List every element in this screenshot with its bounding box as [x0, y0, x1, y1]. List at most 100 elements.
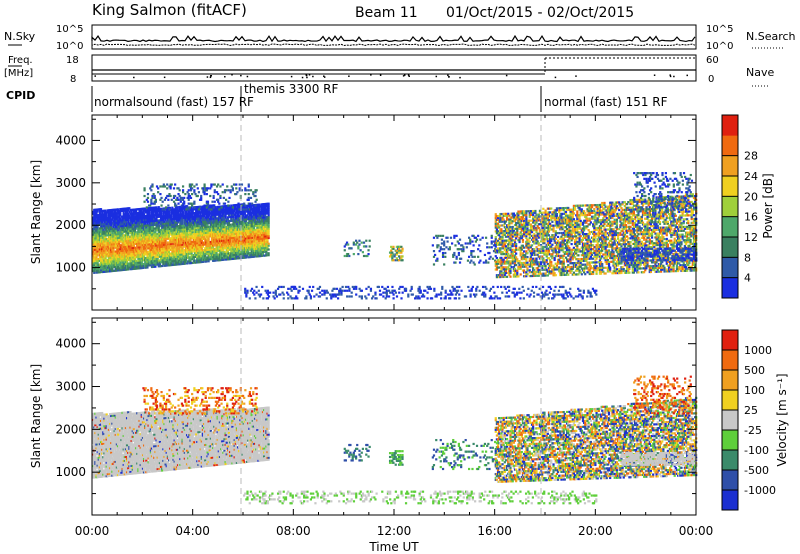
- data-cell: [138, 246, 141, 249]
- data-cell: [122, 221, 125, 224]
- data-cell: [165, 245, 168, 248]
- data-cell: [186, 206, 189, 209]
- data-cell: [114, 263, 117, 267]
- data-cell: [145, 234, 148, 237]
- data-cell: [105, 215, 108, 218]
- data-cell: [97, 236, 100, 240]
- data-cell: [130, 264, 133, 267]
- data-cell: [455, 255, 458, 258]
- data-cell: [161, 238, 164, 241]
- data-cell: [164, 256, 167, 260]
- data-cell: [494, 251, 497, 254]
- data-cell: [169, 185, 172, 188]
- data-cell: [161, 219, 164, 222]
- data-cell: [133, 261, 137, 265]
- data-cell: [152, 250, 155, 253]
- data-cell: [146, 209, 149, 212]
- data-cell: [122, 228, 125, 231]
- data-cell: [163, 255, 166, 258]
- data-cell: [144, 264, 147, 267]
- data-cell: [102, 251, 105, 254]
- data-cell: [115, 240, 118, 244]
- data-cell: [150, 254, 154, 257]
- data-cell: [93, 243, 96, 246]
- data-cell: [145, 264, 148, 267]
- data-cell: [128, 249, 131, 252]
- data-cell: [150, 222, 154, 225]
- data-cell: [159, 261, 163, 264]
- freq-dot: [163, 76, 166, 79]
- data-cell: [107, 260, 111, 263]
- data-cell: [131, 218, 134, 221]
- data-cell: [152, 235, 155, 238]
- data-cell: [471, 240, 474, 243]
- data-cell: [191, 204, 194, 207]
- data-cell: [124, 236, 128, 239]
- data-cell: [120, 236, 123, 239]
- data-cell: [118, 223, 121, 226]
- data-cell: [505, 275, 509, 278]
- data-cell: [149, 187, 152, 190]
- data-cell: [152, 237, 155, 240]
- data-cell: [125, 253, 129, 256]
- data-cell: [235, 187, 238, 190]
- data-cell: [352, 241, 355, 244]
- data-cell: [153, 258, 156, 261]
- data-cell: [130, 267, 133, 271]
- data-cell: [121, 209, 124, 212]
- data-cell: [122, 211, 125, 214]
- data-cell: [101, 236, 104, 239]
- data-cell: [163, 208, 167, 211]
- data-cell: [96, 244, 99, 247]
- data-cell: [93, 216, 96, 219]
- data-cell: [398, 259, 401, 262]
- data-cell: [145, 228, 148, 231]
- data-cell: [184, 206, 187, 209]
- data-cell: [157, 230, 160, 234]
- data-cell: [503, 222, 506, 225]
- data-cell: [359, 249, 362, 252]
- data-cell: [159, 257, 163, 260]
- data-cell: [145, 258, 148, 262]
- data-cell: [93, 264, 96, 267]
- data-cell: [446, 236, 449, 239]
- data-cell: [494, 236, 497, 239]
- data-cell: [114, 267, 117, 270]
- data-cell: [202, 187, 205, 190]
- data-cell: [486, 242, 489, 245]
- data-cell: [145, 235, 148, 239]
- data-cell: [206, 200, 210, 203]
- data-cell: [124, 234, 128, 237]
- data-cell: [124, 266, 128, 269]
- data-cell: [132, 229, 135, 232]
- data-cell: [115, 217, 118, 221]
- data-cell: [102, 253, 105, 256]
- data-cell: [127, 249, 130, 252]
- data-cell: [102, 230, 105, 233]
- data-cell: [453, 236, 456, 239]
- data-cell: [118, 269, 121, 272]
- data-cell: [128, 237, 131, 240]
- data-cell: [127, 218, 130, 221]
- data-cell: [103, 268, 106, 271]
- data-cell: [110, 239, 113, 242]
- data-cell: [154, 244, 157, 247]
- data-cell: [133, 218, 137, 221]
- data-cell: [113, 218, 116, 221]
- data-cell: [243, 208, 246, 211]
- data-cell: [142, 228, 146, 231]
- data-cell: [141, 219, 145, 222]
- data-cell: [93, 231, 96, 234]
- data-cell: [366, 254, 369, 258]
- data-cell: [107, 247, 111, 250]
- data-cell: [140, 209, 143, 212]
- data-cell: [114, 252, 117, 255]
- data-cell: [158, 259, 162, 262]
- data-cell: [123, 268, 126, 271]
- data-cell: [145, 266, 148, 269]
- data-cell: [129, 231, 132, 235]
- data-cell: [131, 214, 134, 217]
- data-cell: [119, 263, 122, 266]
- data-cell: [142, 209, 146, 212]
- data-cell: [120, 244, 123, 247]
